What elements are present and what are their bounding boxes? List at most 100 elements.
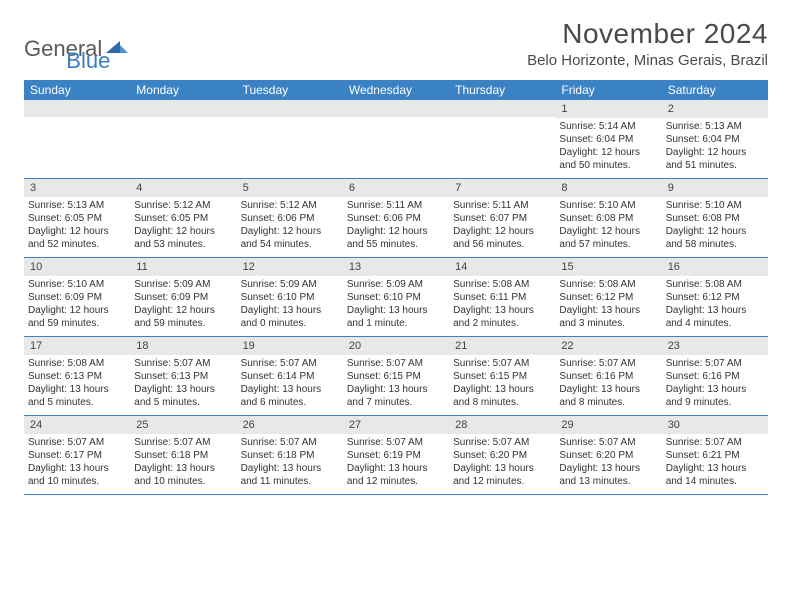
day-number: 26 (237, 416, 343, 434)
day-cell: 28Sunrise: 5:07 AMSunset: 6:20 PMDayligh… (449, 416, 555, 494)
day-content: Sunrise: 5:11 AMSunset: 6:07 PMDaylight:… (449, 199, 555, 255)
day-cell: 30Sunrise: 5:07 AMSunset: 6:21 PMDayligh… (662, 416, 768, 494)
day-cell: 12Sunrise: 5:09 AMSunset: 6:10 PMDayligh… (237, 258, 343, 336)
week-row: 17 Sunrise: 5:08 AMSunset: 6:13 PMDayligh… (24, 337, 768, 416)
day-content: Sunrise: 5:07 AMSunset: 6:19 PMDaylight:… (343, 436, 449, 492)
day-sunrise: Sunrise: 5:07 AM (347, 357, 445, 370)
day-daylight: Daylight: 12 hours and 58 minutes. (666, 225, 764, 251)
day-sunset: Sunset: 6:05 PM (28, 212, 126, 225)
day-number: 14 (449, 258, 555, 276)
day-sunrise: Sunrise: 5:14 AM (559, 120, 657, 133)
day-sunrise: Sunrise: 5:12 AM (241, 199, 339, 212)
day-content: Sunrise: 5:07 AMSunset: 6:16 PMDaylight:… (555, 357, 661, 413)
day-daylight: Daylight: 13 hours and 12 minutes. (347, 462, 445, 488)
day-header-mon: Monday (130, 80, 236, 100)
day-content: Sunrise: 5:07 AMSunset: 6:13 PMDaylight:… (130, 357, 236, 413)
day-cell: 10Sunrise: 5:10 AMSunset: 6:09 PMDayligh… (24, 258, 130, 336)
day-header-row: Sunday Monday Tuesday Wednesday Thursday… (24, 80, 768, 100)
day-content: Sunrise: 5:09 AMSunset: 6:10 PMDaylight:… (237, 278, 343, 334)
day-daylight: Daylight: 13 hours and 3 minutes. (559, 304, 657, 330)
day-daylight: Daylight: 13 hours and 10 minutes. (134, 462, 232, 488)
day-content: Sunrise: 5:14 AMSunset: 6:04 PMDaylight:… (555, 120, 661, 176)
day-sunset: Sunset: 6:10 PM (347, 291, 445, 304)
day-sunset: Sunset: 6:08 PM (559, 212, 657, 225)
day-sunset: Sunset: 6:20 PM (453, 449, 551, 462)
location: Belo Horizonte, Minas Gerais, Brazil (527, 52, 768, 69)
day-daylight: Daylight: 13 hours and 10 minutes. (28, 462, 126, 488)
day-number: 17 (24, 337, 130, 355)
day-cell: 16Sunrise: 5:08 AMSunset: 6:12 PMDayligh… (662, 258, 768, 336)
day-content: Sunrise: 5:13 AMSunset: 6:05 PMDaylight:… (24, 199, 130, 255)
day-sunset: Sunset: 6:11 PM (453, 291, 551, 304)
day-number: 6 (343, 179, 449, 197)
day-sunrise: Sunrise: 5:08 AM (28, 357, 126, 370)
day-sunrise: Sunrise: 5:11 AM (453, 199, 551, 212)
day-cell (24, 100, 130, 178)
day-cell (343, 100, 449, 178)
day-sunset: Sunset: 6:21 PM (666, 449, 764, 462)
day-sunrise: Sunrise: 5:07 AM (453, 357, 551, 370)
day-sunrise: Sunrise: 5:08 AM (666, 278, 764, 291)
day-number: 1 (555, 100, 661, 118)
day-cell: 3 Sunrise: 5:13 AMSunset: 6:05 PMDaylight… (24, 179, 130, 257)
day-content: Sunrise: 5:08 AMSunset: 6:13 PMDaylight:… (24, 357, 130, 413)
day-cell: 14 Sunrise: 5:08 AMSunset: 6:11 PMDayligh… (449, 258, 555, 336)
day-number: 29 (555, 416, 661, 434)
day-content: Sunrise: 5:07 AMSunset: 6:20 PMDaylight:… (555, 436, 661, 492)
day-number: 28 (449, 416, 555, 434)
day-content: Sunrise: 5:07 AMSunset: 6:15 PMDaylight:… (449, 357, 555, 413)
day-sunset: Sunset: 6:09 PM (28, 291, 126, 304)
day-daylight: Daylight: 13 hours and 11 minutes. (241, 462, 339, 488)
day-number: 20 (343, 337, 449, 355)
day-cell: 29 Sunrise: 5:07 AMSunset: 6:20 PMDayligh… (555, 416, 661, 494)
day-content: Sunrise: 5:10 AMSunset: 6:09 PMDaylight:… (24, 278, 130, 334)
day-cell: 17 Sunrise: 5:08 AMSunset: 6:13 PMDayligh… (24, 337, 130, 415)
day-cell: 27Sunrise: 5:07 AMSunset: 6:19 PMDayligh… (343, 416, 449, 494)
day-content: Sunrise: 5:07 AMSunset: 6:18 PMDaylight:… (130, 436, 236, 492)
day-number: 30 (662, 416, 768, 434)
day-sunset: Sunset: 6:06 PM (347, 212, 445, 225)
day-sunset: Sunset: 6:10 PM (241, 291, 339, 304)
day-cell: 22Sunrise: 5:07 AMSunset: 6:16 PMDayligh… (555, 337, 661, 415)
day-daylight: Daylight: 13 hours and 5 minutes. (28, 383, 126, 409)
day-content: Sunrise: 5:12 AMSunset: 6:05 PMDaylight:… (130, 199, 236, 255)
day-header-fri: Friday (555, 80, 661, 100)
day-number: 24 (24, 416, 130, 434)
day-daylight: Daylight: 12 hours and 50 minutes. (559, 146, 657, 172)
day-cell: 23Sunrise: 5:07 AMSunset: 6:16 PMDayligh… (662, 337, 768, 415)
day-sunrise: Sunrise: 5:07 AM (453, 436, 551, 449)
day-sunset: Sunset: 6:04 PM (666, 133, 764, 146)
day-content: Sunrise: 5:09 AMSunset: 6:09 PMDaylight:… (130, 278, 236, 334)
day-sunset: Sunset: 6:08 PM (666, 212, 764, 225)
calendar-grid: Sunday Monday Tuesday Wednesday Thursday… (24, 80, 768, 495)
day-sunrise: Sunrise: 5:08 AM (559, 278, 657, 291)
day-sunset: Sunset: 6:09 PM (134, 291, 232, 304)
day-sunset: Sunset: 6:05 PM (134, 212, 232, 225)
day-content: Sunrise: 5:07 AMSunset: 6:18 PMDaylight:… (237, 436, 343, 492)
day-content: Sunrise: 5:13 AMSunset: 6:04 PMDaylight:… (662, 120, 768, 176)
day-sunrise: Sunrise: 5:07 AM (241, 357, 339, 370)
day-daylight: Daylight: 13 hours and 9 minutes. (666, 383, 764, 409)
day-sunset: Sunset: 6:20 PM (559, 449, 657, 462)
day-sunrise: Sunrise: 5:10 AM (666, 199, 764, 212)
day-content: Sunrise: 5:08 AMSunset: 6:11 PMDaylight:… (449, 278, 555, 334)
day-sunrise: Sunrise: 5:07 AM (559, 357, 657, 370)
week-row: 3 Sunrise: 5:13 AMSunset: 6:05 PMDaylight… (24, 179, 768, 258)
day-sunset: Sunset: 6:18 PM (241, 449, 339, 462)
day-sunrise: Sunrise: 5:07 AM (666, 436, 764, 449)
day-sunset: Sunset: 6:16 PM (666, 370, 764, 383)
day-sunset: Sunset: 6:07 PM (453, 212, 551, 225)
day-daylight: Daylight: 13 hours and 0 minutes. (241, 304, 339, 330)
week-row: 24 Sunrise: 5:07 AMSunset: 6:17 PMDayligh… (24, 416, 768, 495)
day-sunrise: Sunrise: 5:07 AM (347, 436, 445, 449)
day-cell: 25Sunrise: 5:07 AMSunset: 6:18 PMDayligh… (130, 416, 236, 494)
header-right: November 2024 Belo Horizonte, Minas Gera… (527, 18, 768, 69)
day-content: Sunrise: 5:11 AMSunset: 6:06 PMDaylight:… (343, 199, 449, 255)
day-cell: 26 Sunrise: 5:07 AMSunset: 6:18 PMDayligh… (237, 416, 343, 494)
day-sunset: Sunset: 6:04 PM (559, 133, 657, 146)
day-number: 3 (24, 179, 130, 197)
week-row: 1Sunrise: 5:14 AMSunset: 6:04 PMDaylight… (24, 100, 768, 179)
day-content: Sunrise: 5:07 AMSunset: 6:17 PMDaylight:… (24, 436, 130, 492)
calendar-page: General Blue November 2024 Belo Horizont… (0, 0, 792, 513)
day-cell (130, 100, 236, 178)
